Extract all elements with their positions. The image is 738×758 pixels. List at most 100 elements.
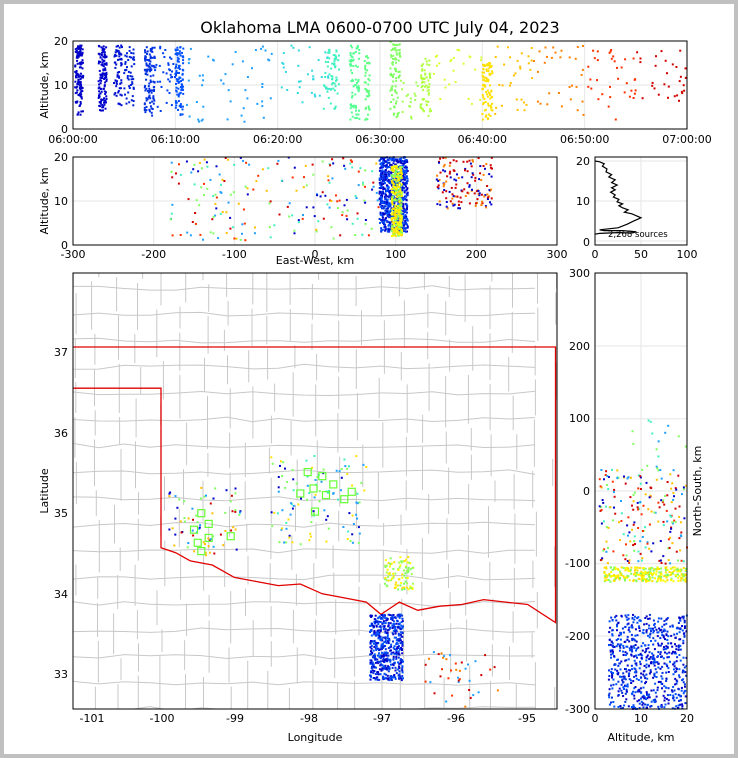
source-point xyxy=(466,191,469,194)
source-point xyxy=(470,165,473,168)
source-point xyxy=(394,234,397,237)
source-point xyxy=(632,493,635,496)
source-point xyxy=(672,469,675,472)
time-tick-label: 06:30:00 xyxy=(355,133,404,146)
source-point xyxy=(209,178,212,181)
source-point xyxy=(115,81,118,84)
source-point xyxy=(439,203,442,206)
source-point xyxy=(622,631,625,634)
source-point xyxy=(639,552,642,555)
longitude-tick-label: -101 xyxy=(80,712,105,725)
source-point xyxy=(117,58,119,61)
source-point xyxy=(632,706,635,708)
source-point xyxy=(332,237,335,240)
source-point xyxy=(384,578,387,581)
source-point xyxy=(646,580,649,582)
source-point xyxy=(382,625,385,628)
source-point xyxy=(609,566,612,569)
source-point xyxy=(351,72,354,74)
source-point xyxy=(645,615,648,618)
source-point xyxy=(395,183,398,186)
source-point xyxy=(500,104,503,107)
source-point xyxy=(392,170,395,173)
source-point xyxy=(99,79,102,82)
source-point xyxy=(662,520,665,523)
source-point xyxy=(334,66,337,69)
source-point xyxy=(362,181,364,184)
source-point xyxy=(637,689,640,692)
source-point xyxy=(326,90,329,93)
source-point xyxy=(396,113,399,115)
source-point xyxy=(373,653,376,656)
source-point xyxy=(624,700,627,703)
source-point xyxy=(632,97,635,99)
source-point xyxy=(650,510,653,513)
source-point xyxy=(333,54,336,57)
source-point xyxy=(622,707,624,710)
source-point xyxy=(78,105,81,107)
source-point xyxy=(389,210,392,213)
source-point xyxy=(405,222,408,225)
source-point xyxy=(125,102,128,105)
source-point xyxy=(225,232,228,234)
source-point xyxy=(100,109,103,112)
source-point xyxy=(103,103,106,106)
source-point xyxy=(648,651,651,654)
source-point xyxy=(395,657,398,660)
longitude-tick-label: -98 xyxy=(300,712,318,725)
source-point xyxy=(175,74,177,77)
source-point xyxy=(678,505,681,508)
source-point xyxy=(397,626,399,629)
source-point xyxy=(474,68,477,71)
source-point xyxy=(381,191,384,194)
source-point xyxy=(355,513,358,516)
source-point xyxy=(130,78,133,81)
source-point xyxy=(124,93,126,96)
source-point xyxy=(105,76,108,79)
source-point xyxy=(399,159,402,162)
source-point xyxy=(611,634,614,637)
source-point xyxy=(670,487,673,490)
source-point xyxy=(398,158,401,160)
source-point xyxy=(380,185,383,188)
source-point xyxy=(612,550,615,553)
source-point xyxy=(393,43,396,46)
source-point xyxy=(395,651,398,654)
source-point xyxy=(378,632,381,635)
source-point xyxy=(280,179,283,182)
source-point xyxy=(640,572,643,575)
latitude-tick-label: 34 xyxy=(54,588,68,601)
station-marker xyxy=(226,532,235,541)
source-point xyxy=(385,164,388,167)
source-point xyxy=(489,164,492,167)
source-point xyxy=(214,202,217,205)
source-point xyxy=(406,205,408,208)
source-point xyxy=(403,175,406,178)
source-point xyxy=(519,65,522,68)
source-point xyxy=(380,219,383,222)
source-point xyxy=(649,570,652,573)
source-point xyxy=(490,175,493,178)
altitude-tick-label: 0 xyxy=(61,239,68,252)
source-point xyxy=(676,656,679,659)
source-point xyxy=(349,63,351,66)
source-point xyxy=(683,621,686,624)
source-point xyxy=(396,647,398,650)
source-point xyxy=(646,694,649,696)
source-point xyxy=(392,629,395,632)
source-point xyxy=(143,109,146,111)
source-point xyxy=(179,54,182,57)
source-point xyxy=(610,616,613,619)
source-point xyxy=(183,500,186,503)
source-point xyxy=(660,675,663,678)
source-point xyxy=(525,103,528,106)
county-boundaries xyxy=(73,273,557,709)
source-point xyxy=(345,214,348,217)
source-point xyxy=(672,650,674,653)
source-point xyxy=(657,469,660,472)
source-point xyxy=(398,74,401,77)
latitude-tick-label: 35 xyxy=(54,507,68,520)
source-point xyxy=(648,613,651,616)
source-point xyxy=(603,572,606,575)
source-point xyxy=(486,93,489,96)
